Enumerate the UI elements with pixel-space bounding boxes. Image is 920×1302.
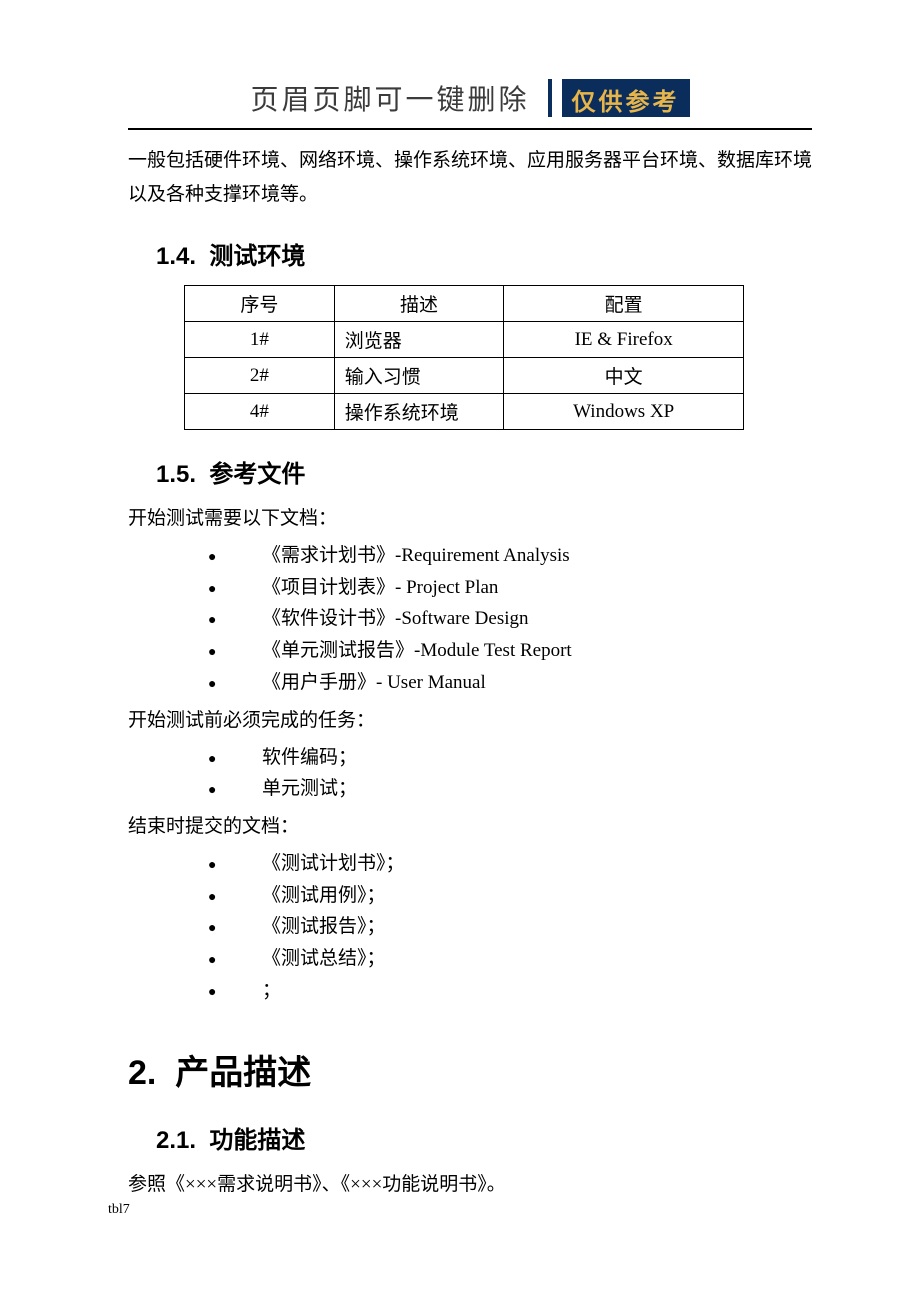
- cell-desc: 操作系统环境: [334, 394, 504, 430]
- chapter-title: 产品描述: [175, 1054, 311, 1092]
- badge-label: 仅供参考: [562, 79, 690, 117]
- section-number: 1.4.: [156, 243, 196, 270]
- table-row: 1# 浏览器 IE & Firefox: [185, 322, 744, 358]
- sec-2-1-body: 参照《×××需求说明书》、《×××功能说明书》。: [128, 1169, 812, 1201]
- list-item: 《项目计划表》- Project Plan: [208, 572, 812, 604]
- doc-list-3: 《测试计划书》； 《测试用例》； 《测试报告》； 《测试总结》； ；: [208, 848, 812, 1008]
- section-title: 参考文件: [209, 461, 305, 488]
- header-text: 页眉页脚可一键删除: [250, 78, 529, 118]
- section-1-5-heading: 1.5. 参考文件: [156, 454, 812, 489]
- cell-conf: IE & Firefox: [504, 322, 744, 358]
- test-env-table: 序号 描述 配置 1# 浏览器 IE & Firefox 2# 输入习惯 中文 …: [184, 285, 744, 430]
- section-2-1-heading: 2.1. 功能描述: [156, 1120, 812, 1155]
- header-badge: 仅供参考: [548, 79, 690, 117]
- list-item: 《用户手册》- User Manual: [208, 667, 812, 699]
- list-item: 《软件设计书》-Software Design: [208, 603, 812, 635]
- lead-text-3: 结束时提交的文档：: [128, 811, 812, 843]
- list-item: 单元测试；: [208, 773, 812, 805]
- cell-desc: 输入习惯: [334, 358, 504, 394]
- cell-no: 4#: [185, 394, 335, 430]
- col-conf: 配置: [504, 286, 744, 322]
- table-header-row: 序号 描述 配置: [185, 286, 744, 322]
- doc-list-2: 软件编码； 单元测试；: [208, 742, 812, 806]
- cell-desc: 浏览器: [334, 322, 504, 358]
- section-title: 功能描述: [209, 1127, 305, 1154]
- page-header: 页眉页脚可一键删除 仅供参考: [128, 78, 812, 118]
- list-item: 《测试总结》；: [208, 943, 812, 975]
- page-footer: tbl7: [108, 1202, 130, 1218]
- col-desc: 描述: [334, 286, 504, 322]
- lead-text-2: 开始测试前必须完成的任务：: [128, 705, 812, 737]
- lead-text-1: 开始测试需要以下文档：: [128, 503, 812, 535]
- table-row: 4# 操作系统环境 Windows XP: [185, 394, 744, 430]
- cell-conf: Windows XP: [504, 394, 744, 430]
- list-item: 《单元测试报告》-Module Test Report: [208, 635, 812, 667]
- intro-paragraph: 一般包括硬件环境、网络环境、操作系统环境、应用服务器平台环境、数据库环境以及各种…: [128, 144, 812, 212]
- list-item: 《测试计划书》；: [208, 848, 812, 880]
- doc-list-1: 《需求计划书》-Requirement Analysis 《项目计划表》- Pr…: [208, 540, 812, 700]
- chapter-2-heading: 2. 产品描述: [128, 1045, 812, 1094]
- list-item: 《需求计划书》-Requirement Analysis: [208, 540, 812, 572]
- list-item: ；: [208, 975, 812, 1007]
- cell-conf: 中文: [504, 358, 744, 394]
- col-no: 序号: [185, 286, 335, 322]
- section-1-4-heading: 1.4. 测试环境: [156, 236, 812, 271]
- list-item: 《测试用例》；: [208, 880, 812, 912]
- section-number: 1.5.: [156, 461, 196, 488]
- table-row: 2# 输入习惯 中文: [185, 358, 744, 394]
- cell-no: 2#: [185, 358, 335, 394]
- header-rule: [128, 128, 812, 130]
- section-title: 测试环境: [209, 243, 305, 270]
- list-item: 软件编码；: [208, 742, 812, 774]
- chapter-number: 2.: [128, 1054, 156, 1092]
- cell-no: 1#: [185, 322, 335, 358]
- section-number: 2.1.: [156, 1127, 196, 1154]
- list-item: 《测试报告》；: [208, 911, 812, 943]
